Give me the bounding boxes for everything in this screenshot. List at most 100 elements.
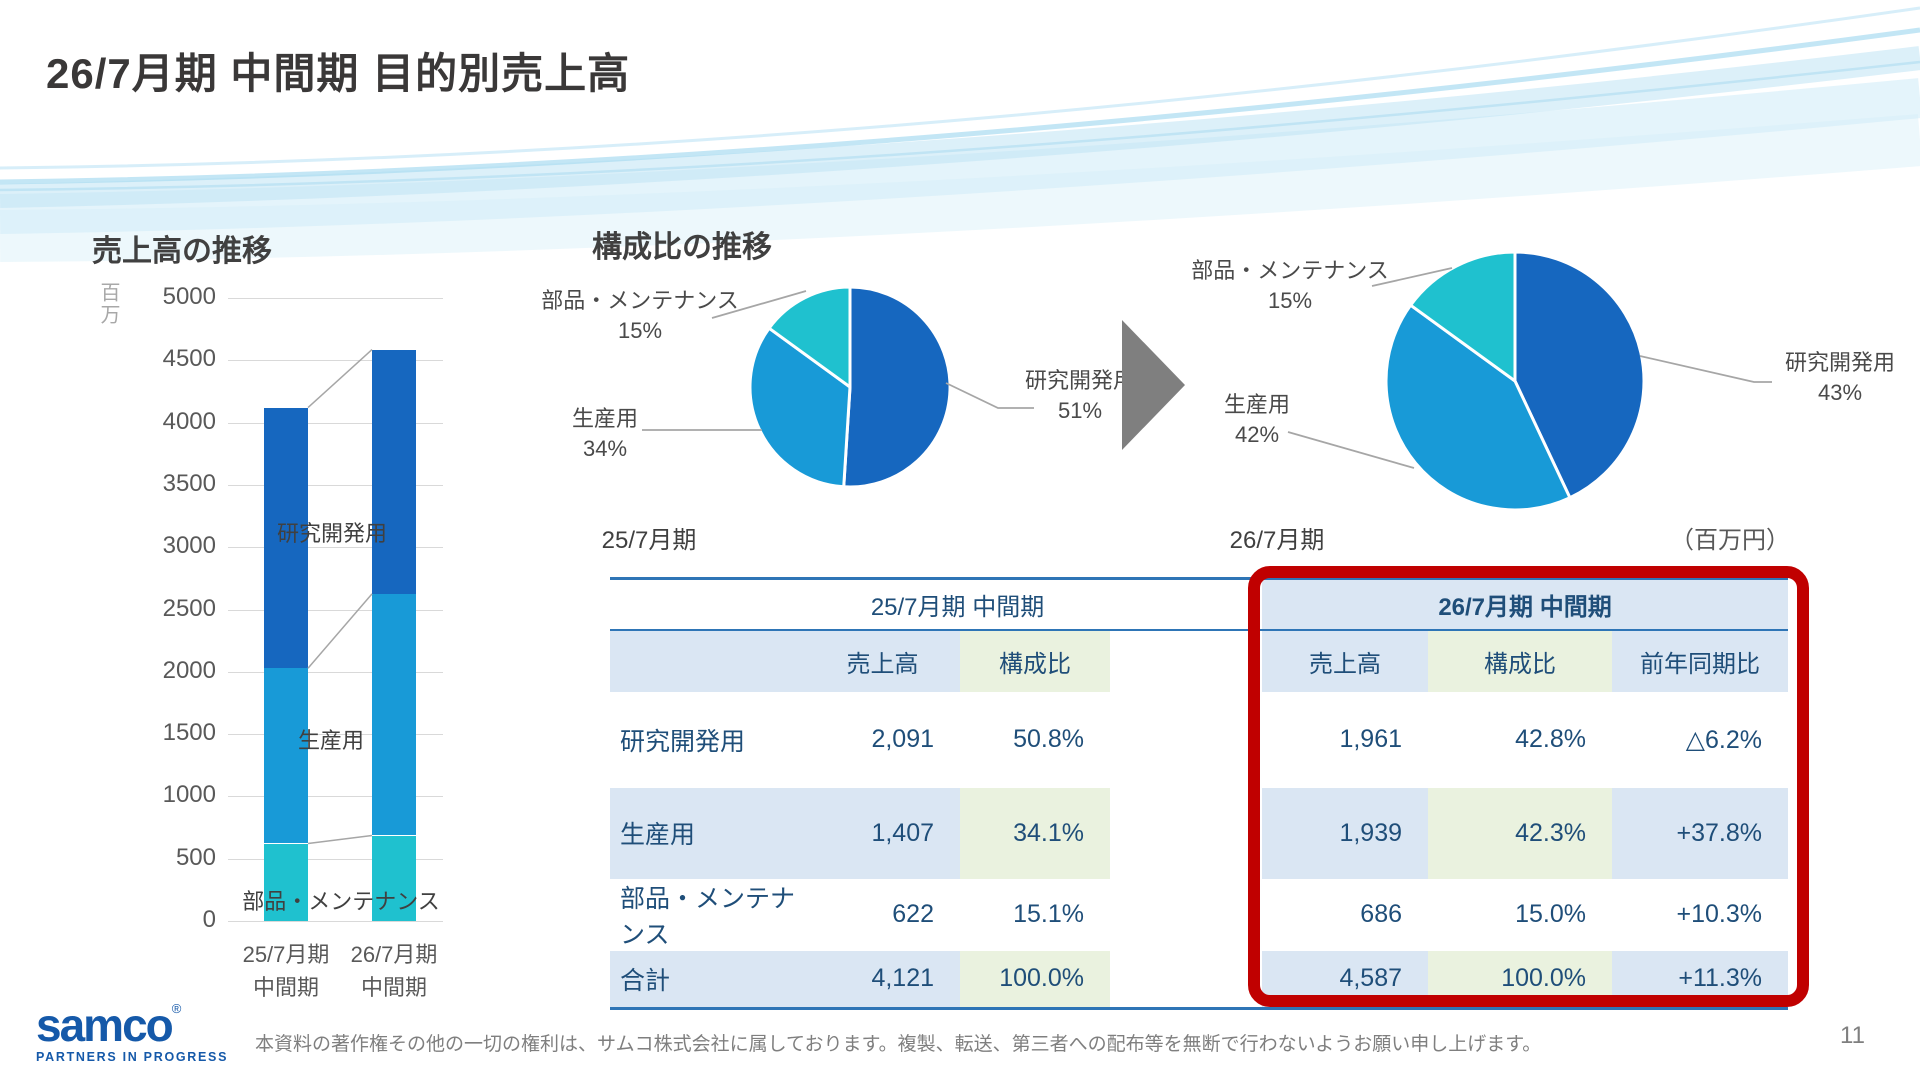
y-tick-label: 1500 bbox=[162, 719, 216, 747]
row-label: 部品・メンテナンス bbox=[620, 884, 796, 949]
bar-segment bbox=[372, 593, 416, 836]
pie-slice-部品・メンテナンス bbox=[1409, 250, 1517, 383]
group-header-prev-period: 25/7月期 中間期 bbox=[805, 577, 1111, 631]
cell-ratio-prev: 100.0% bbox=[960, 950, 1111, 1010]
bar-series-label: 生産用 bbox=[297, 728, 364, 753]
cell-yoy: +37.8% bbox=[1612, 787, 1789, 879]
table-unit-note: （百万円） bbox=[1670, 527, 1790, 554]
cell-sales-prev: 4,121 bbox=[805, 950, 960, 1010]
gridline bbox=[228, 298, 443, 299]
bar-segment bbox=[264, 843, 308, 921]
gridline bbox=[228, 671, 443, 673]
table-gap-cell bbox=[1110, 577, 1263, 631]
row-label: 研究開発用 bbox=[620, 727, 746, 756]
pie-chart-current-period bbox=[1384, 250, 1646, 512]
y-tick-label: 5000 bbox=[162, 283, 216, 310]
table-gap-cell bbox=[1110, 788, 1262, 879]
pie-slice-研究開発用 bbox=[842, 285, 952, 489]
pie1-callout-production: 生産用 34% bbox=[505, 404, 705, 464]
row-label: 生産用 bbox=[610, 787, 805, 879]
pie2-callout-parts: 部品・メンテナンス 15% bbox=[1190, 256, 1390, 316]
pie1-callout-production-label: 生産用 bbox=[571, 406, 638, 431]
cell-ratio-prev: 50.8% bbox=[1013, 725, 1085, 753]
gridline bbox=[228, 547, 443, 549]
pie-slice-研究開発用 bbox=[1513, 250, 1646, 500]
pie1-callout-production-pct: 34% bbox=[582, 436, 628, 461]
cell-sales-current: 1,939 bbox=[1262, 787, 1429, 879]
header-sales-prev: 売上高 bbox=[805, 629, 960, 692]
bar-segment bbox=[264, 407, 308, 669]
page-title: 26/7月期 中間期 目的別売上高 bbox=[46, 50, 631, 97]
gridline bbox=[228, 858, 443, 860]
cell-sales-prev: 622 bbox=[892, 900, 934, 928]
bar-series-label: 研究開発用 bbox=[276, 521, 387, 546]
table-row-parts: 部品・メンテナンス 622 15.1% 686 15.0% +10.3% bbox=[610, 879, 1788, 951]
gridline bbox=[228, 609, 443, 611]
cell-ratio-prev: 15.1% bbox=[1013, 900, 1085, 928]
bar-series-label: 部品・メンテナンス bbox=[242, 889, 440, 914]
table-group-header-row: 25/7月期 中間期 26/7月期 中間期 bbox=[610, 577, 1789, 631]
pie2-callout-parts-pct: 15% bbox=[1267, 288, 1313, 313]
header-yoy: 前年同期比 bbox=[1612, 629, 1789, 692]
bar-chart-title: 売上高の推移 bbox=[92, 235, 272, 268]
company-logo: samco® PARTNERS IN PROGRESS bbox=[36, 1002, 228, 1064]
header-ratio-current: 構成比 bbox=[1428, 629, 1613, 692]
bar-category-label: 25/7月期 中間期 bbox=[242, 942, 330, 1000]
y-tick-label: 4000 bbox=[162, 407, 216, 435]
pie1-callout-parts-label: 部品・メンテナンス bbox=[541, 288, 739, 313]
y-tick-label: 2500 bbox=[162, 594, 216, 622]
gridline bbox=[228, 360, 443, 362]
table-gap-cell bbox=[1110, 879, 1262, 951]
pie-slice-生産用 bbox=[748, 326, 852, 489]
pie2-caption: 26/7月期 bbox=[1229, 527, 1325, 554]
bar-segment bbox=[372, 835, 416, 921]
header-sales-current: 売上高 bbox=[1262, 629, 1429, 692]
y-tick-label: 1000 bbox=[162, 781, 216, 809]
gridline bbox=[228, 484, 443, 486]
gridline bbox=[228, 921, 443, 922]
bar-connector-line bbox=[307, 834, 373, 845]
cell-yoy: +11.3% bbox=[1612, 950, 1789, 1010]
table-gap-cell bbox=[1110, 630, 1262, 692]
header-ratio-prev: 構成比 bbox=[960, 629, 1111, 692]
pie2-callout-parts-label: 部品・メンテナンス bbox=[1191, 258, 1389, 283]
gridline bbox=[228, 796, 443, 798]
cell-ratio-current: 100.0% bbox=[1428, 950, 1613, 1010]
copyright-note: 本資料の著作権その他の一切の権利は、サムコ株式会社に属しております。複製、転送、… bbox=[255, 1034, 1542, 1055]
y-tick-label: 0 bbox=[202, 906, 216, 933]
pie-chart-prev-period bbox=[748, 285, 952, 489]
cell-yoy: △6.2% bbox=[1685, 725, 1763, 754]
pie-slice-生産用 bbox=[1384, 303, 1572, 512]
gridline bbox=[228, 734, 443, 736]
table-column-header-row: 売上高 構成比 売上高 構成比 前年同期比 bbox=[610, 629, 1789, 692]
cell-sales-prev: 1,407 bbox=[805, 787, 960, 879]
cell-ratio-current: 42.3% bbox=[1428, 787, 1613, 879]
page-number: 11 bbox=[1840, 1022, 1865, 1049]
y-tick-label: 2000 bbox=[162, 656, 216, 684]
gridline bbox=[228, 422, 443, 424]
cell-sales-current: 1,961 bbox=[1339, 725, 1403, 753]
registered-mark-icon: ® bbox=[171, 1001, 182, 1016]
table-row-research: 研究開発用 2,091 50.8% 1,961 42.8% △6.2% bbox=[610, 692, 1788, 788]
header-empty-cell bbox=[610, 629, 805, 692]
pie1-callout-research-pct: 51% bbox=[1057, 398, 1103, 423]
bar-connector-line bbox=[307, 349, 373, 409]
pie1-callout-parts-pct: 15% bbox=[617, 318, 663, 343]
bar-segment bbox=[372, 349, 416, 594]
table-gap-cell bbox=[1110, 692, 1262, 788]
cell-sales-prev: 2,091 bbox=[871, 725, 934, 753]
y-tick-label: 4500 bbox=[162, 345, 216, 373]
y-tick-label: 3000 bbox=[162, 532, 216, 560]
cell-yoy: +10.3% bbox=[1676, 900, 1763, 928]
pie2-callout-research: 研究開発用 43% bbox=[1750, 348, 1920, 408]
logo-wordmark: samco bbox=[36, 999, 174, 1051]
table-corner-cell bbox=[610, 577, 805, 631]
table-gap-cell bbox=[1110, 950, 1263, 1010]
bar-chart-y-unit: 百万 bbox=[97, 282, 119, 326]
cell-ratio-current: 42.8% bbox=[1515, 725, 1587, 753]
table-row-production: 生産用 1,407 34.1% 1,939 42.3% +37.8% bbox=[610, 787, 1789, 879]
table-row-total: 合計 4,121 100.0% 4,587 100.0% +11.3% bbox=[610, 950, 1789, 1010]
pie-slice-部品・メンテナンス bbox=[767, 285, 852, 389]
pie1-callout-research-label: 研究開発用 bbox=[1024, 368, 1135, 393]
y-tick-label: 3500 bbox=[162, 469, 216, 497]
